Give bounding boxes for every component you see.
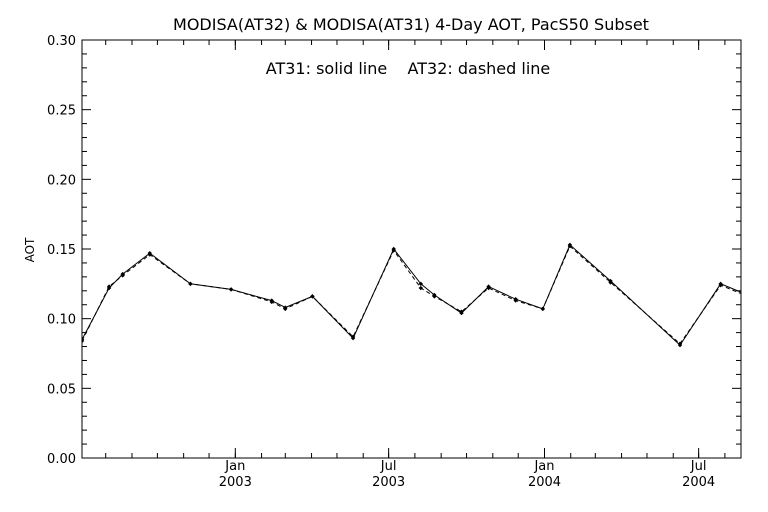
series-line-at31 <box>82 243 741 346</box>
data-point-at31 <box>759 298 763 302</box>
data-point-at32 <box>486 285 491 291</box>
data-point-at32 <box>608 280 613 285</box>
data-point-at32 <box>759 300 763 304</box>
y-tick-label: 0.05 <box>47 382 76 397</box>
x-tick-year-label: 2004 <box>528 475 561 490</box>
data-point-at32 <box>540 306 545 312</box>
line-style-annotation: AT31: solid line AT32: dashed line <box>266 59 551 78</box>
data-point-at32 <box>120 273 125 278</box>
data-point-at32 <box>228 287 234 292</box>
data-point-at32 <box>418 285 424 291</box>
x-tick-year-label: 2003 <box>219 475 252 490</box>
x-tick-month-label: Jul <box>690 459 707 474</box>
data-point-at32 <box>82 338 85 344</box>
y-tick-label: 0.20 <box>47 173 76 188</box>
x-tick-year-label: 2003 <box>372 475 405 490</box>
y-tick-label: 0.30 <box>47 34 76 49</box>
data-point-at32 <box>350 334 356 339</box>
x-tick-month-label: Jan <box>224 459 245 474</box>
y-tick-label: 0.15 <box>47 243 76 258</box>
data-point-at32 <box>459 309 464 314</box>
y-tick-label: 0.10 <box>47 313 76 328</box>
data-point-at32 <box>677 341 683 346</box>
data-point-at32 <box>432 294 437 299</box>
series-line-at32 <box>82 245 741 345</box>
data-point-at32 <box>718 283 723 288</box>
data-point-at32 <box>106 284 112 289</box>
x-tick-month-label: Jul <box>380 459 397 474</box>
data-point-at31 <box>418 281 424 287</box>
data-point-at32 <box>567 244 573 249</box>
data-point-at32 <box>283 306 288 312</box>
y-axis-label: AOT <box>23 237 37 262</box>
x-tick-month-label: Jan <box>533 459 554 474</box>
plot-frame <box>81 39 742 459</box>
data-point-at32 <box>310 294 315 299</box>
x-tick-year-label: 2004 <box>682 475 715 490</box>
data-point-at32 <box>391 248 396 253</box>
y-tick-label: 0.00 <box>47 452 76 467</box>
chart-title: MODISA(AT32) & MODISA(AT31) 4-Day AOT, P… <box>173 15 649 34</box>
series-layer <box>82 242 763 348</box>
y-tick-label: 0.25 <box>47 104 76 119</box>
data-point-at32 <box>513 298 518 303</box>
data-point-at32 <box>147 252 152 257</box>
y-axis: 0.00 0.05 0.10 0.15 0.20 0.25 0.30 <box>47 34 741 467</box>
data-point-at32 <box>188 281 193 287</box>
data-point-at32 <box>269 299 274 305</box>
